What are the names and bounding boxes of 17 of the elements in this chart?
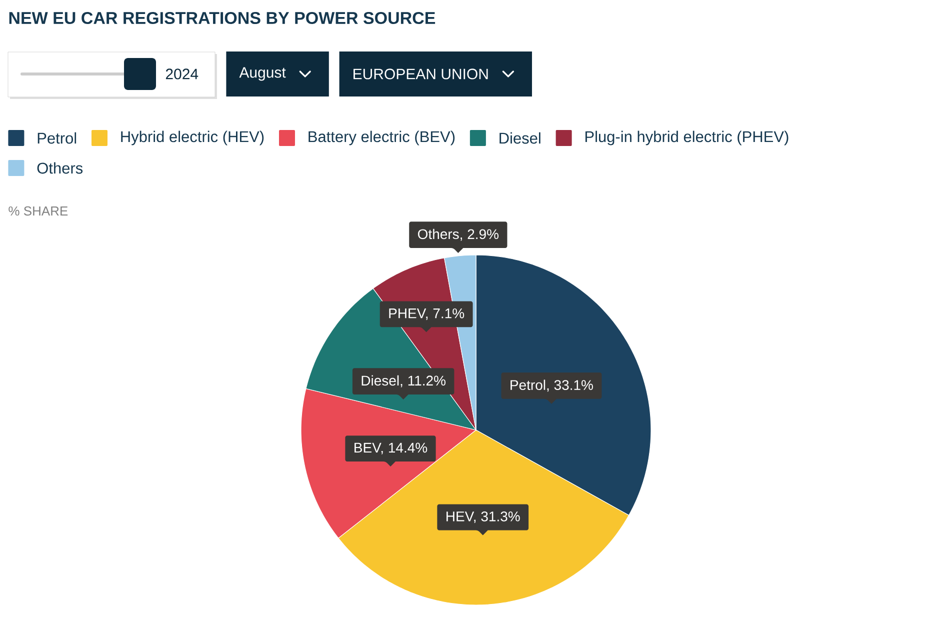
data-label: HEV, 31.3% (446, 511, 520, 524)
data-label: Diesel, 11.2% (362, 375, 446, 388)
text: 2024 (166, 68, 198, 80)
data-label: Petrol, 33.1% (510, 380, 593, 392)
data-label: BEV, 14.4% (354, 442, 428, 454)
legend-label: Petrol (38, 132, 76, 144)
data-label: Others, 2.9% (418, 228, 499, 241)
chart-title: NEW EU CAR REGISTRATIONS BY POWER SOURCE (9, 12, 436, 24)
text: August (239, 67, 286, 81)
legend-label: Diesel (500, 132, 540, 144)
text: EUROPEAN UNION (354, 68, 488, 80)
text: % SHARE (8, 206, 68, 216)
legend-label: Battery electric (BEV) (308, 130, 455, 146)
data-label: PHEV, 7.1% (389, 308, 464, 320)
legend-label: Plug-in hybrid electric (PHEV) (585, 130, 788, 146)
legend-label: Hybrid electric (HEV) (121, 130, 264, 146)
legend-label: Others (37, 162, 83, 174)
